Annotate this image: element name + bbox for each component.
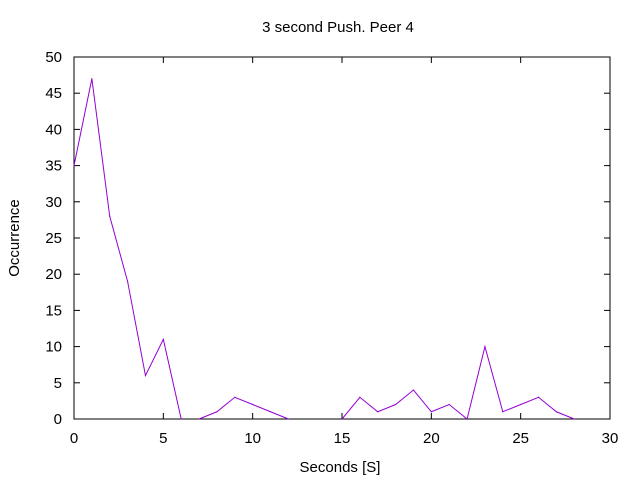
y-tick-label: 25 [45, 230, 62, 247]
plot-area [73, 78, 575, 420]
data-point [109, 215, 111, 217]
data-point [377, 411, 379, 413]
data-point [234, 396, 236, 398]
series-line [341, 344, 575, 420]
data-point [341, 418, 343, 420]
y-axis-title: Occurrence [6, 199, 23, 277]
y-tick-label: 20 [45, 266, 62, 283]
x-tick-label: 30 [602, 430, 619, 447]
data-point [91, 78, 93, 80]
data-point [520, 403, 522, 406]
data-point [484, 346, 486, 348]
y-tick-label: 40 [45, 121, 62, 138]
x-tick-label: 5 [159, 430, 167, 447]
data-point [252, 403, 254, 406]
data-point [430, 411, 432, 413]
data-point [180, 418, 182, 420]
data-point [573, 418, 575, 420]
chart-title: 3 second Push. Peer 4 [262, 19, 414, 36]
data-point [412, 389, 415, 391]
data-point [287, 418, 289, 420]
data-point [198, 418, 200, 420]
y-tick-label: 5 [54, 375, 62, 392]
x-tick-label: 15 [334, 430, 351, 447]
axes: 0 5 10 15 20 25 30 0 5 10 15 20 25 30 35 40 45 50 [45, 49, 618, 447]
y-tick-label: 50 [45, 49, 62, 66]
y-tick-label: 15 [45, 302, 62, 319]
series-line [73, 78, 182, 420]
data-point [448, 403, 450, 406]
y-tick-label: 10 [45, 339, 62, 356]
y-tick-label: 35 [45, 158, 62, 175]
data-point [466, 418, 468, 420]
data-point [73, 165, 75, 167]
data-point [127, 280, 129, 283]
x-tick-label: 10 [244, 430, 261, 447]
y-tick-label: 45 [45, 85, 62, 102]
plot-frame [73, 56, 611, 420]
data-point [502, 411, 504, 413]
y-tick-label: 0 [54, 411, 62, 428]
data-point [395, 403, 397, 406]
data-point [216, 411, 218, 413]
data-point [162, 338, 164, 340]
series-line [198, 396, 289, 420]
y-tick-label: 30 [45, 194, 62, 211]
data-point [555, 411, 558, 413]
x-tick-label: 20 [423, 430, 440, 447]
x-tick-label: 25 [512, 430, 529, 447]
data-point [537, 396, 540, 398]
x-tick-label: 0 [70, 430, 78, 447]
data-point [144, 374, 147, 377]
data-point [269, 411, 272, 413]
x-axis-title: Seconds [S] [300, 459, 381, 476]
data-point [359, 396, 361, 398]
